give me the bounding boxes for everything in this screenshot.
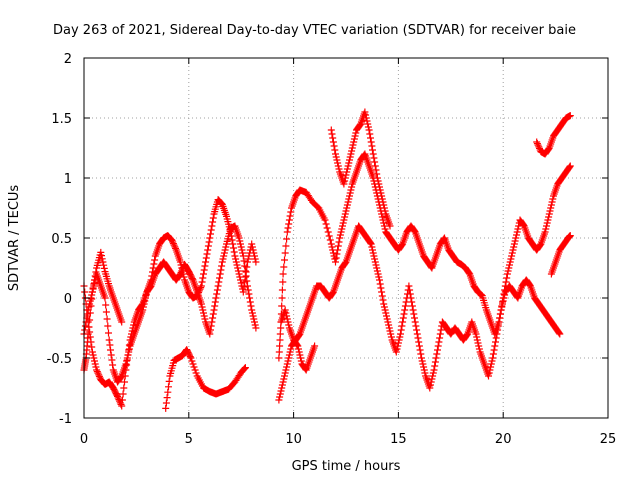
y-axis-label: SDTVAR / TECUs <box>7 185 22 292</box>
y-tick-label: -1 <box>59 412 72 427</box>
series-points <box>327 108 394 230</box>
series-points <box>275 222 564 404</box>
series-s8 <box>327 108 394 230</box>
series-points <box>533 112 574 158</box>
series-s7 <box>277 306 319 374</box>
chart-title: Day 263 of 2021, Sidereal Day-to-day VTE… <box>53 23 576 38</box>
y-tick-label: 1 <box>64 172 72 187</box>
axis-ticks: 0 5 10 15 20 25 -1 -0.5 0 0.5 1 1.5 2 <box>47 52 617 447</box>
x-tick-label: 10 <box>285 432 302 447</box>
y-tick-label: 1.5 <box>51 112 72 127</box>
x-tick-label: 5 <box>185 432 193 447</box>
series-s10 <box>547 232 574 278</box>
series-points <box>162 346 249 412</box>
grid <box>84 58 608 418</box>
series-s9 <box>533 112 574 158</box>
series-s6 <box>275 222 564 404</box>
y-tick-label: 0.5 <box>51 232 72 247</box>
x-tick-label: 25 <box>600 432 617 447</box>
series-points <box>275 150 574 362</box>
y-tick-label: -0.5 <box>47 352 72 367</box>
x-tick-label: 0 <box>80 432 88 447</box>
y-tick-label: 2 <box>64 52 72 67</box>
series-s4 <box>162 346 249 412</box>
series-points <box>547 232 574 278</box>
x-tick-label: 15 <box>390 432 407 447</box>
y-tick-label: 0 <box>64 292 72 307</box>
x-tick-label: 20 <box>495 432 512 447</box>
data-marks <box>80 108 574 412</box>
x-axis-label: GPS time / hours <box>292 459 401 474</box>
series-s5 <box>275 150 574 362</box>
series-points <box>277 306 319 374</box>
